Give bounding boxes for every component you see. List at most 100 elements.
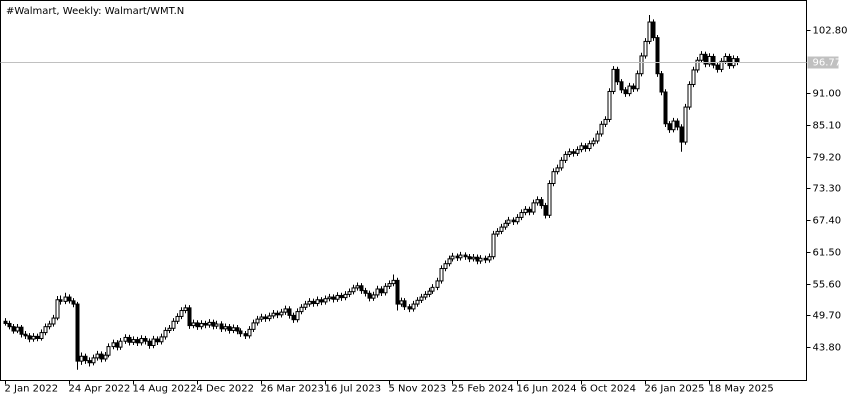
candle-body	[663, 91, 668, 125]
candle-body	[583, 145, 588, 150]
candle-body	[75, 303, 80, 362]
x-tick-label: 4 Dec 2022	[197, 384, 255, 395]
y-tick-label: 73.30	[813, 184, 842, 195]
price-label-box	[807, 56, 839, 69]
candle-body	[579, 145, 584, 151]
candle-body	[39, 332, 44, 340]
candle-body	[619, 81, 624, 91]
candle-body	[339, 294, 344, 299]
candle-body	[639, 55, 644, 75]
candle-body	[671, 120, 676, 131]
candle-body	[515, 216, 520, 223]
candle-body	[247, 328, 252, 337]
candle-body	[575, 149, 580, 154]
candle-body	[303, 303, 308, 308]
candle-body	[363, 290, 368, 294]
y-tick-label: 79.20	[813, 153, 842, 164]
candle-body	[402, 300, 407, 308]
candle-body	[599, 123, 604, 135]
candle-body	[267, 315, 272, 320]
candle-body	[727, 55, 732, 67]
candle-body	[611, 68, 616, 92]
candle-body	[191, 322, 196, 327]
candle-body	[355, 285, 360, 289]
candle-body	[563, 153, 568, 161]
candle-body	[151, 338, 156, 347]
candle-body	[175, 315, 180, 322]
candle-body	[623, 89, 628, 95]
candle-body	[79, 355, 84, 362]
candle-body	[655, 37, 660, 75]
candle-body	[367, 292, 372, 299]
candle-body	[595, 133, 600, 142]
candle-body	[407, 306, 412, 310]
candle-body	[147, 340, 152, 347]
y-tick-label: 55.60	[813, 280, 842, 291]
candle-body	[255, 318, 260, 324]
candle-body	[347, 291, 352, 295]
x-tick-label: 5 Nov 2023	[389, 384, 447, 395]
candle-body	[235, 327, 240, 332]
candle-body	[19, 326, 24, 335]
candle-body	[691, 69, 696, 85]
candle-body	[559, 159, 564, 169]
candle-body	[31, 335, 36, 340]
candle-body	[179, 310, 184, 317]
candle-body	[287, 308, 292, 316]
candle-body	[35, 335, 40, 340]
candle-body	[379, 288, 384, 294]
candle-body	[327, 296, 332, 300]
candle-body	[419, 296, 424, 301]
candle-body	[723, 55, 728, 62]
candle-body	[11, 326, 16, 332]
candle-body	[343, 293, 348, 299]
candle-body	[447, 258, 452, 265]
candle-body	[7, 322, 12, 328]
candle-body	[227, 326, 232, 331]
candle-body	[651, 21, 656, 39]
candle-body	[63, 296, 68, 302]
candle-body	[411, 303, 416, 310]
candle-body	[547, 183, 552, 216]
candle-body	[699, 53, 704, 61]
candle-body	[291, 314, 296, 321]
candle-body	[58, 299, 63, 302]
candle-body	[315, 299, 320, 305]
candle-body	[471, 256, 476, 260]
candle-body	[263, 316, 268, 320]
candle-body	[715, 64, 720, 70]
candle-body	[478, 257, 483, 262]
candle-body	[415, 299, 420, 305]
candle-body	[687, 83, 692, 108]
candle-body	[51, 317, 56, 325]
candle-body	[707, 55, 712, 65]
candle-body	[199, 322, 204, 328]
candle-body	[223, 326, 228, 330]
candle-body	[499, 226, 504, 232]
candle-body	[675, 120, 680, 128]
candle-body	[535, 199, 540, 204]
candle-body	[555, 167, 560, 173]
candle-body	[371, 294, 376, 299]
candle-body	[295, 311, 300, 321]
candle-body	[683, 106, 688, 143]
candle-body	[27, 335, 32, 340]
x-tick-label: 26 Jan 2025	[645, 384, 705, 395]
candle-body	[458, 254, 463, 259]
x-tick-label: 18 May 2025	[709, 384, 774, 395]
candle-body	[427, 290, 432, 295]
y-tick-label: 85.10	[813, 121, 842, 132]
candle-body	[603, 118, 608, 125]
y-tick-label: 102.80	[813, 26, 848, 37]
candle-body	[491, 233, 496, 258]
candle-body	[635, 73, 640, 90]
candle-body	[331, 296, 336, 300]
candle-body	[631, 85, 636, 90]
candle-body	[463, 254, 468, 258]
y-tick-label: 49.70	[813, 311, 842, 322]
candle-body	[423, 293, 428, 298]
y-tick-label: 61.50	[813, 248, 842, 259]
candle-body	[483, 257, 488, 261]
candle-body	[187, 307, 192, 327]
candle-body	[23, 333, 28, 337]
